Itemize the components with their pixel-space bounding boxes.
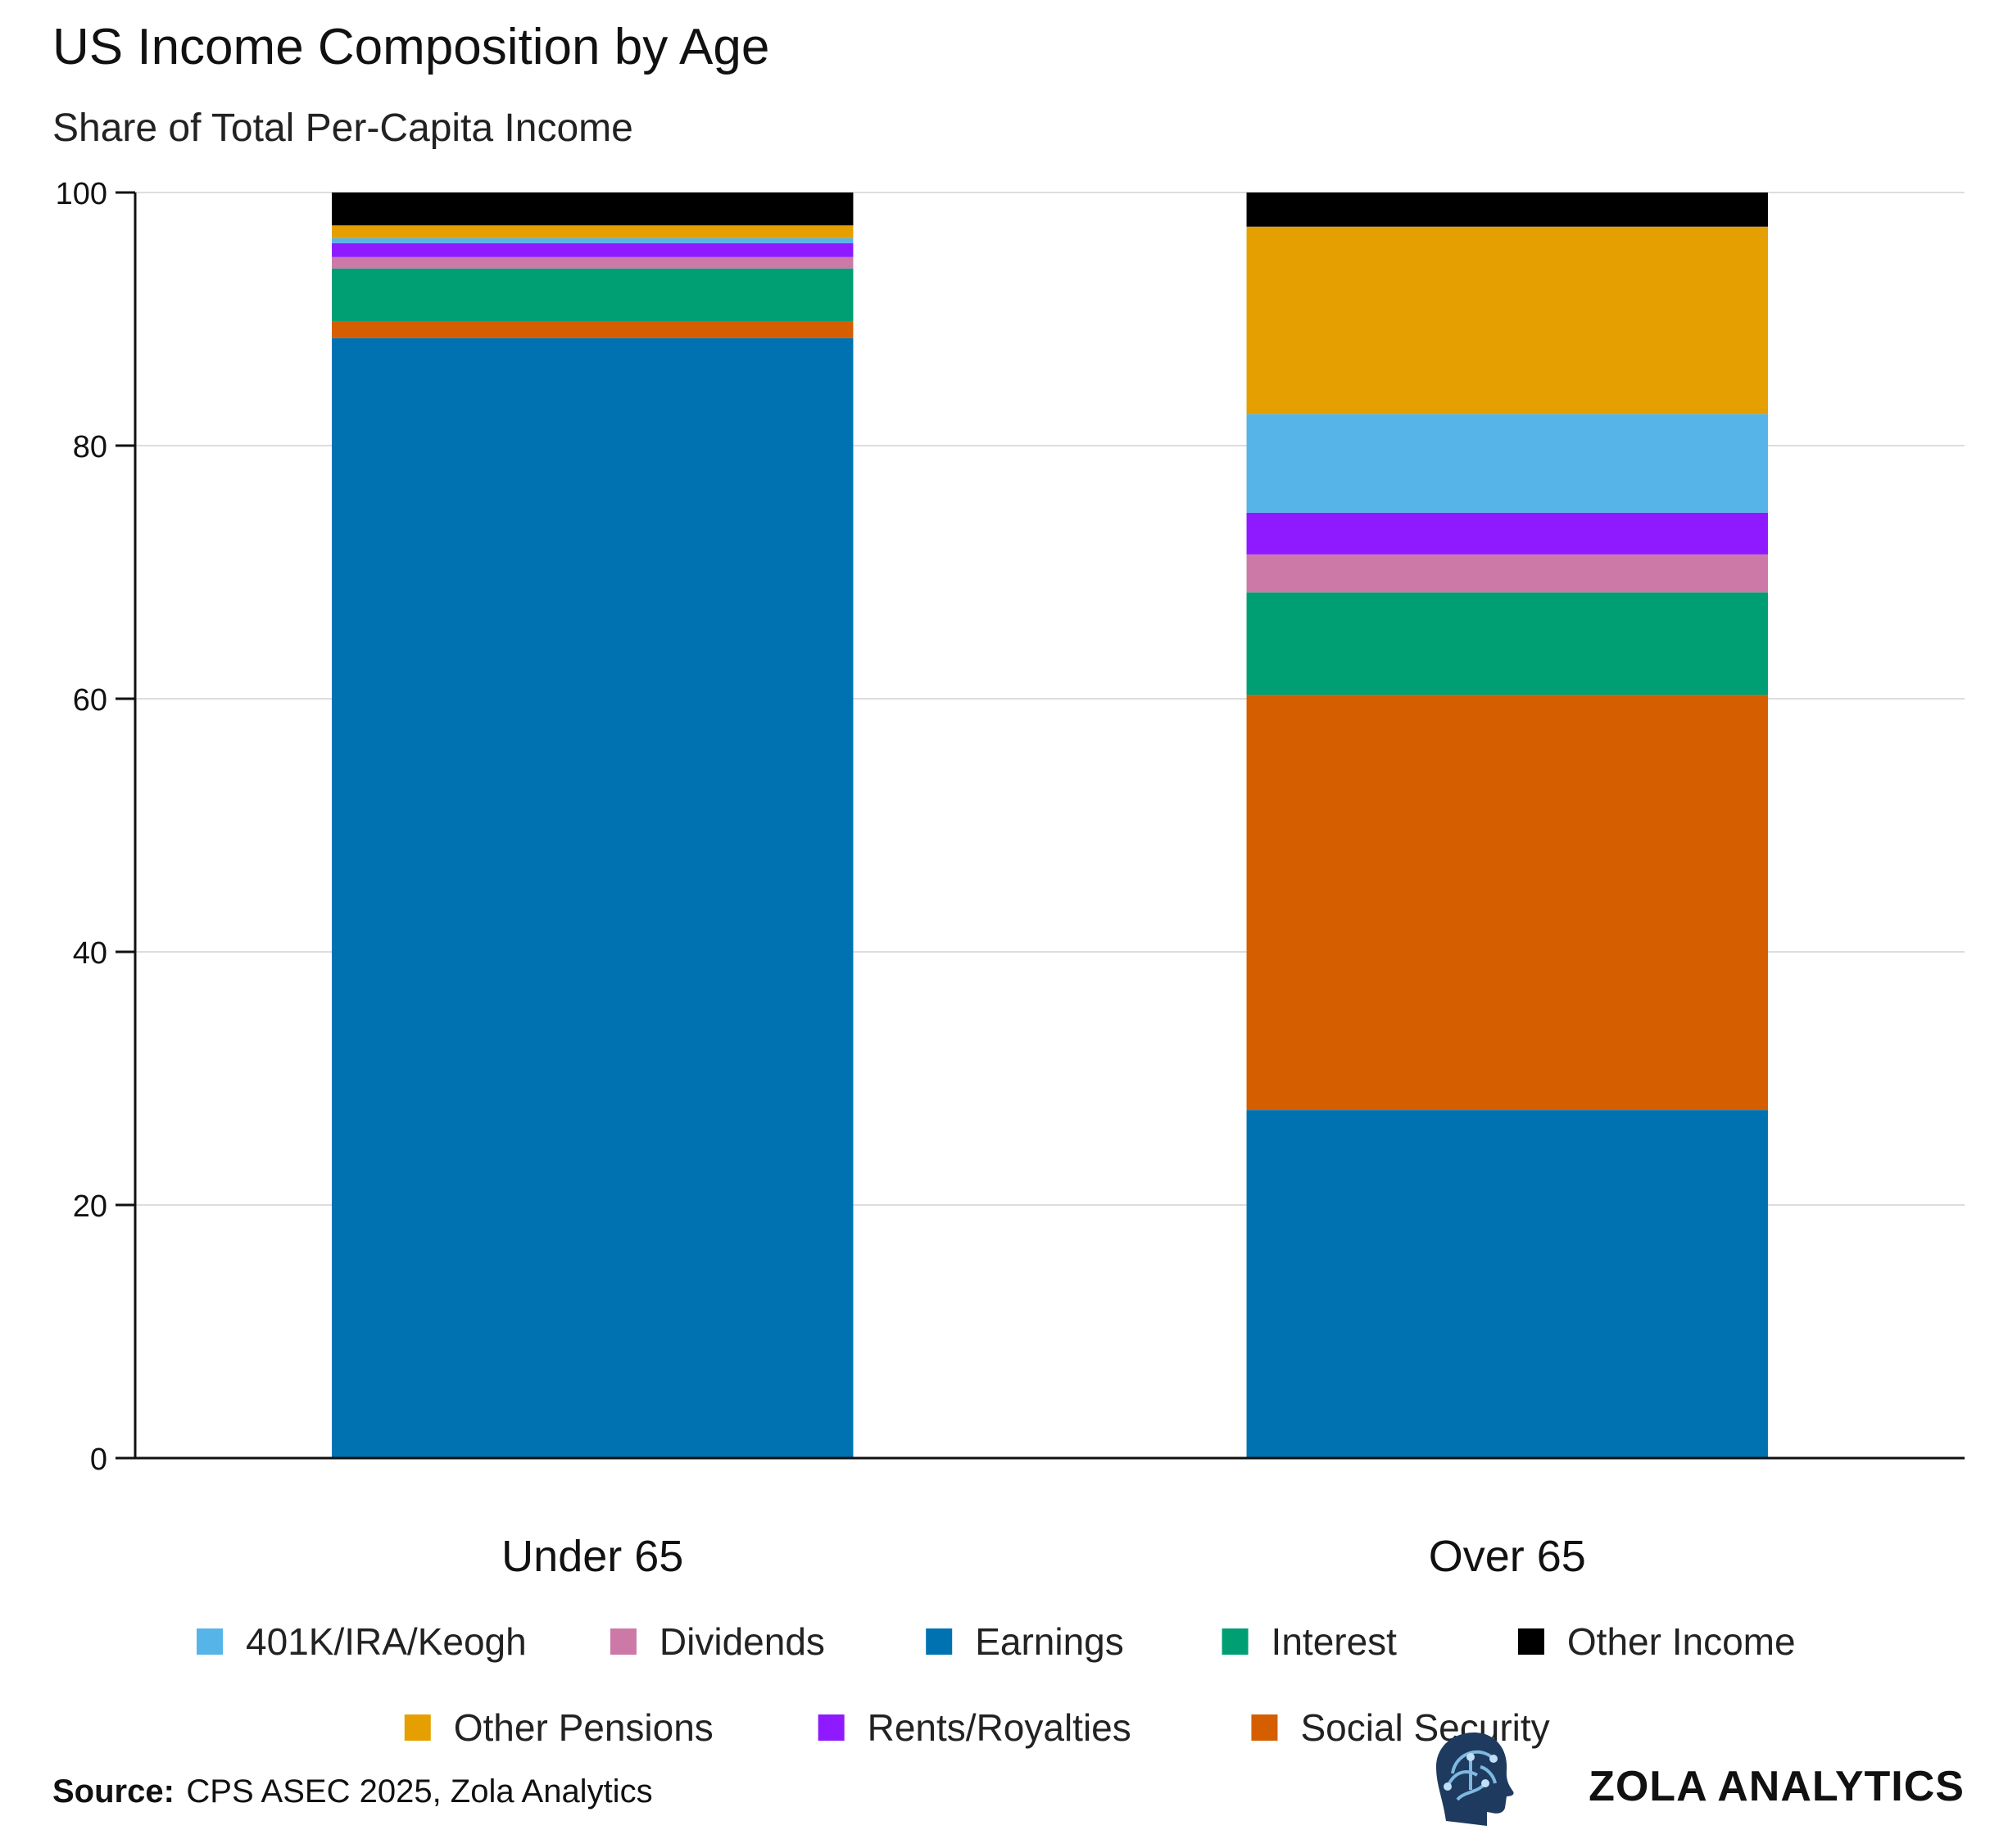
legend: 401K/IRA/Keogh Dividends Earnings Interest O… [197, 1620, 1796, 1749]
y-tick-label: 40 [73, 936, 107, 971]
legend-swatch [926, 1628, 953, 1655]
legend-label: Interest [1271, 1620, 1398, 1663]
legend-swatch [1517, 1628, 1544, 1655]
bars [332, 192, 1768, 1458]
bar-segment [332, 192, 854, 226]
brain-head-icon [1436, 1732, 1514, 1826]
legend-swatch [818, 1714, 845, 1741]
legend-label: Other Income [1567, 1620, 1796, 1663]
brand-name: ZOLA ANALYTICS [1589, 1763, 1965, 1810]
y-tick-label: 20 [73, 1189, 107, 1224]
legend-swatch [610, 1628, 637, 1655]
y-tick-label: 80 [73, 430, 107, 464]
legend-item: Other Income [1517, 1620, 1796, 1663]
legend-item: Other Pensions [404, 1706, 714, 1749]
source-text: CPS ASEC 2025, Zola Analytics [186, 1773, 652, 1810]
legend-swatch [1222, 1628, 1249, 1655]
legend-label: Earnings [975, 1620, 1124, 1663]
bar-segment [1246, 695, 1768, 1111]
bar-segment [1246, 192, 1768, 227]
legend-swatch [404, 1714, 431, 1741]
bar-segment [332, 238, 854, 243]
legend-swatch [1251, 1714, 1278, 1741]
y-tick-label: 100 [56, 177, 107, 211]
category-label: Over 65 [1429, 1532, 1586, 1581]
legend-item: Interest [1222, 1620, 1398, 1663]
legend-label: Social Security [1300, 1706, 1549, 1749]
legend-item: Social Security [1251, 1706, 1550, 1749]
bar-segment [332, 242, 854, 257]
bar-segment [332, 337, 854, 1458]
bar-segment [332, 268, 854, 322]
bar-segment [332, 321, 854, 338]
y-axis-ticks: 0 20 40 60 80 100 [56, 177, 135, 1477]
chart-subtitle: Share of Total Per-Capita Income [52, 106, 633, 150]
legend-item: Dividends [610, 1620, 825, 1663]
legend-item: Rents/Royalties [818, 1706, 1131, 1749]
legend-swatch [197, 1628, 224, 1655]
legend-label: Other Pensions [454, 1706, 714, 1749]
bar-segment [1246, 512, 1768, 555]
x-axis-categories: Under 65 Over 65 [501, 1532, 1586, 1581]
legend-item: Earnings [926, 1620, 1124, 1663]
legend-label: Dividends [660, 1620, 825, 1663]
bar-segment [1246, 592, 1768, 695]
bar-segment [1246, 1110, 1768, 1458]
legend-item: 401K/IRA/Keogh [197, 1620, 527, 1663]
legend-label: Rents/Royalties [868, 1706, 1131, 1749]
category-label: Under 65 [501, 1532, 683, 1581]
chart-title: US Income Composition by Age [52, 19, 769, 75]
bar-segment [1246, 226, 1768, 414]
brand: ZOLA ANALYTICS [1436, 1732, 1965, 1826]
svg-text:Source: CPS ASEC 2025, Z: Source: CPS ASEC 2025, Zola Analytics [52, 1773, 653, 1810]
source-note: Source: CPS ASEC 2025, Zola Analytics [52, 1773, 653, 1810]
bar-segment [1246, 554, 1768, 593]
axes [134, 192, 1965, 1460]
bar-segment [1246, 414, 1768, 513]
legend-label: 401K/IRA/Keogh [246, 1620, 527, 1663]
y-tick-label: 0 [90, 1443, 107, 1477]
source-label: Source: [52, 1773, 175, 1810]
bar-segment [332, 225, 854, 238]
bar-segment [332, 256, 854, 269]
y-tick-label: 60 [73, 683, 107, 718]
